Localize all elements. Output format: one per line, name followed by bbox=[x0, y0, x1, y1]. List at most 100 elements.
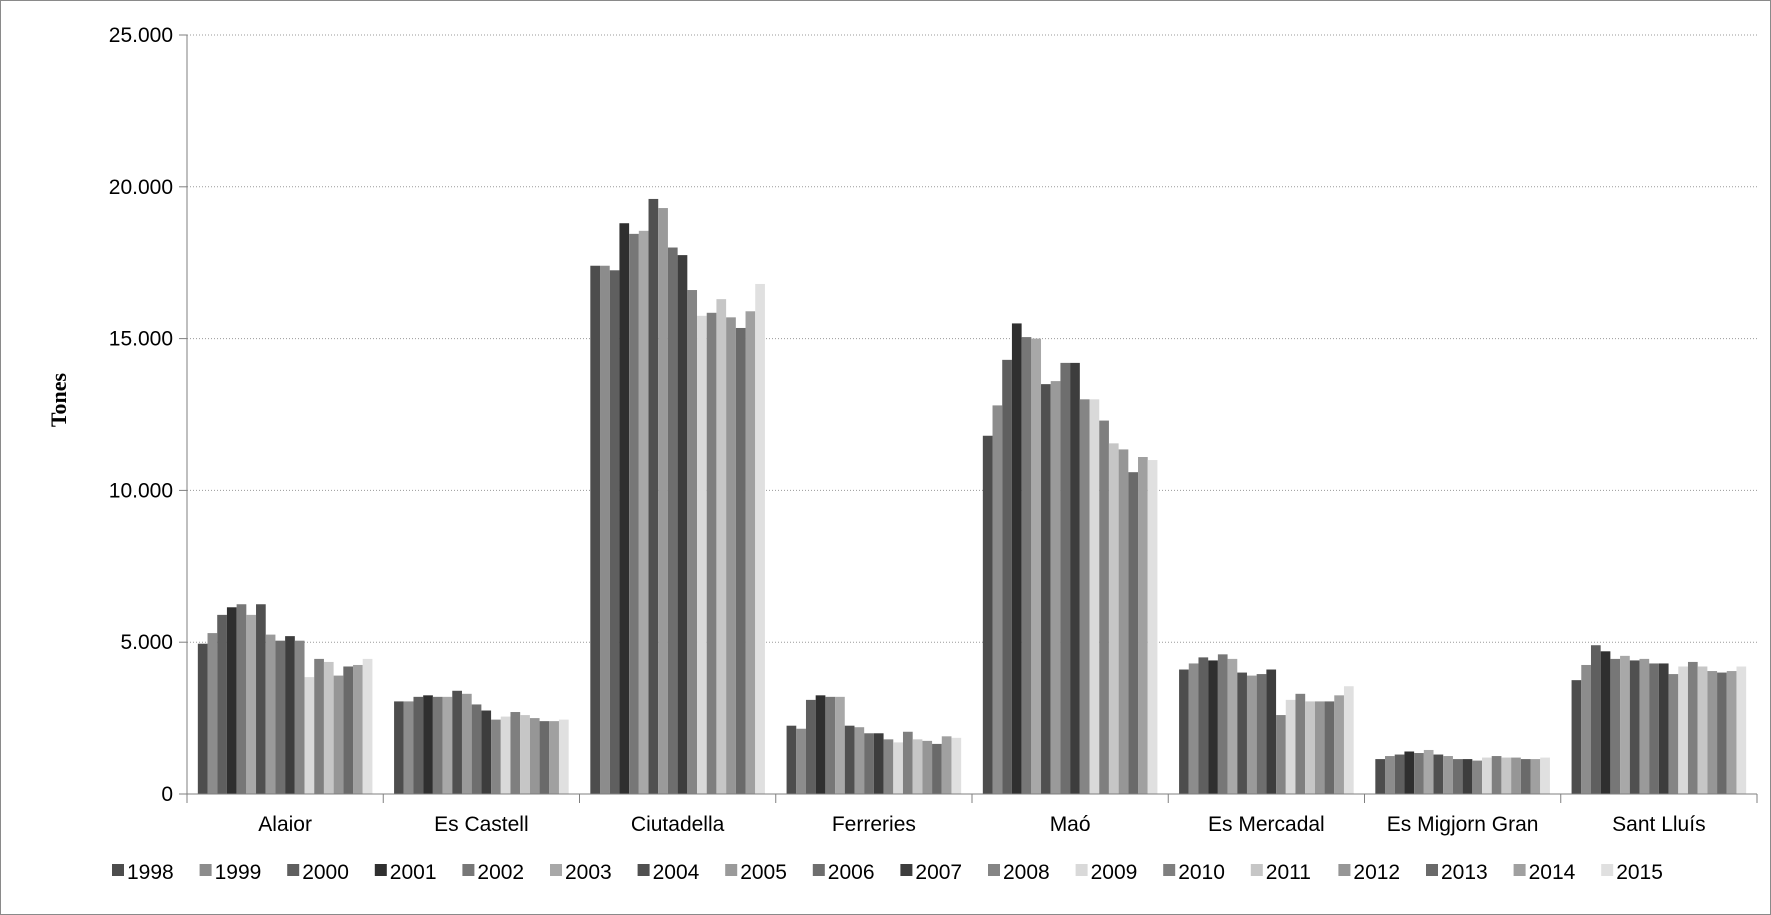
bar-2005 bbox=[1443, 756, 1453, 794]
bar-2013 bbox=[932, 743, 942, 794]
bar-2005 bbox=[658, 208, 668, 794]
x-category-label: Ciutadella bbox=[631, 813, 725, 836]
bar-2015 bbox=[362, 658, 373, 794]
bar-2003 bbox=[1031, 338, 1042, 794]
bar-2008 bbox=[1472, 760, 1483, 794]
bar-2013 bbox=[1324, 701, 1335, 794]
bar-2004 bbox=[1433, 754, 1444, 794]
bar-2007 bbox=[285, 636, 295, 794]
bar-2011 bbox=[1108, 443, 1119, 794]
bar-2007 bbox=[873, 733, 884, 794]
legend-swatch bbox=[1075, 864, 1088, 876]
bar-2010 bbox=[1491, 756, 1502, 794]
bar-2008 bbox=[883, 739, 894, 794]
legend-swatch bbox=[1250, 864, 1263, 876]
y-tick-label: 10.000 bbox=[109, 479, 173, 502]
bar-2011 bbox=[912, 739, 923, 794]
bar-2015 bbox=[755, 283, 765, 794]
bar-1998 bbox=[197, 643, 208, 794]
bar-2010 bbox=[1687, 661, 1698, 794]
bar-2009 bbox=[304, 677, 315, 794]
bar-2010 bbox=[314, 658, 324, 794]
bar-2013 bbox=[343, 666, 354, 794]
bar-2004 bbox=[1041, 384, 1051, 794]
bar-2013 bbox=[1520, 759, 1531, 794]
bar-2006 bbox=[1452, 759, 1463, 794]
legend-swatch bbox=[462, 864, 475, 876]
legend-swatch bbox=[1338, 864, 1351, 876]
bar-1998 bbox=[1571, 680, 1582, 794]
bar-2015 bbox=[1147, 460, 1158, 794]
gridlines bbox=[187, 34, 1757, 643]
bar-2014 bbox=[353, 664, 363, 794]
bar-2007 bbox=[1658, 663, 1669, 794]
y-axis-title: Tones bbox=[46, 372, 71, 427]
y-tick-labels: 0 5.000 10.000 15.000 20.000 25.000 bbox=[109, 24, 187, 806]
bar-2005 bbox=[854, 727, 865, 794]
bar-2010 bbox=[706, 312, 717, 794]
legend-swatch bbox=[900, 864, 913, 876]
bar-2014 bbox=[549, 721, 559, 794]
legend-label: 2012 bbox=[1353, 861, 1400, 884]
legend-swatch bbox=[725, 864, 738, 876]
bar-2000 bbox=[1590, 645, 1601, 794]
bar-2000 bbox=[805, 699, 816, 794]
legend-swatch bbox=[374, 864, 387, 876]
y-tick-label: 15.000 bbox=[109, 328, 173, 351]
bar-2006 bbox=[864, 733, 874, 794]
legend-label: 2000 bbox=[302, 861, 349, 884]
bar-2014 bbox=[1530, 759, 1541, 794]
legend-swatch bbox=[112, 864, 124, 876]
bar-2001 bbox=[1208, 660, 1218, 794]
bar-2009 bbox=[1482, 757, 1492, 794]
bar-2013 bbox=[539, 721, 550, 794]
legend-label: 2001 bbox=[390, 861, 437, 884]
bar-2011 bbox=[716, 299, 727, 794]
bar-2010 bbox=[1099, 420, 1109, 794]
bar-2005 bbox=[1246, 675, 1257, 794]
legend-label: 1999 bbox=[215, 861, 262, 884]
bar-2003 bbox=[1620, 655, 1630, 794]
y-tick-label: 5.000 bbox=[120, 631, 173, 654]
bar-2002 bbox=[236, 604, 247, 794]
legend-swatch bbox=[812, 864, 825, 876]
bar-2002 bbox=[1610, 658, 1621, 794]
legend-swatch bbox=[550, 864, 562, 876]
bar-2015 bbox=[951, 737, 962, 794]
bar-2013 bbox=[1717, 672, 1727, 794]
bar-2015 bbox=[558, 719, 569, 794]
legend-label: 2008 bbox=[1003, 861, 1050, 884]
bar-2002 bbox=[825, 696, 836, 794]
legend-label: 2010 bbox=[1178, 861, 1225, 884]
bar-2008 bbox=[1276, 715, 1286, 794]
y-tick-label: 25.000 bbox=[109, 24, 173, 47]
bar-1998 bbox=[1375, 759, 1386, 794]
bar-2015 bbox=[1343, 686, 1354, 794]
legend-label: 2007 bbox=[915, 861, 962, 884]
bar-2003 bbox=[1227, 658, 1238, 794]
bar-2002 bbox=[1217, 654, 1228, 794]
bar-2000 bbox=[1002, 359, 1012, 794]
legend-swatch bbox=[1601, 864, 1614, 876]
legend-swatch bbox=[1426, 864, 1438, 876]
bar-1998 bbox=[590, 265, 601, 795]
bar-2013 bbox=[735, 327, 746, 794]
bar-2011 bbox=[1697, 666, 1708, 794]
bar-2012 bbox=[1707, 671, 1718, 794]
bar-2003 bbox=[1423, 749, 1434, 794]
bars bbox=[197, 198, 1747, 795]
y-tick-label: 0 bbox=[161, 783, 173, 806]
bar-2007 bbox=[481, 710, 492, 794]
bar-2012 bbox=[922, 740, 933, 794]
bar-2002 bbox=[1021, 337, 1032, 794]
legend-swatch bbox=[287, 864, 300, 876]
legend-swatch bbox=[1163, 864, 1176, 876]
bar-2011 bbox=[1501, 757, 1512, 794]
bar-2001 bbox=[815, 695, 826, 794]
bar-2006 bbox=[275, 640, 286, 794]
bar-2004 bbox=[452, 690, 462, 794]
legend: 1998 1999 2000 2001 2002 2003 2004 2005 2006 2007… bbox=[112, 861, 1663, 884]
bar-2015 bbox=[1736, 666, 1747, 794]
bar-2014 bbox=[1334, 695, 1344, 794]
